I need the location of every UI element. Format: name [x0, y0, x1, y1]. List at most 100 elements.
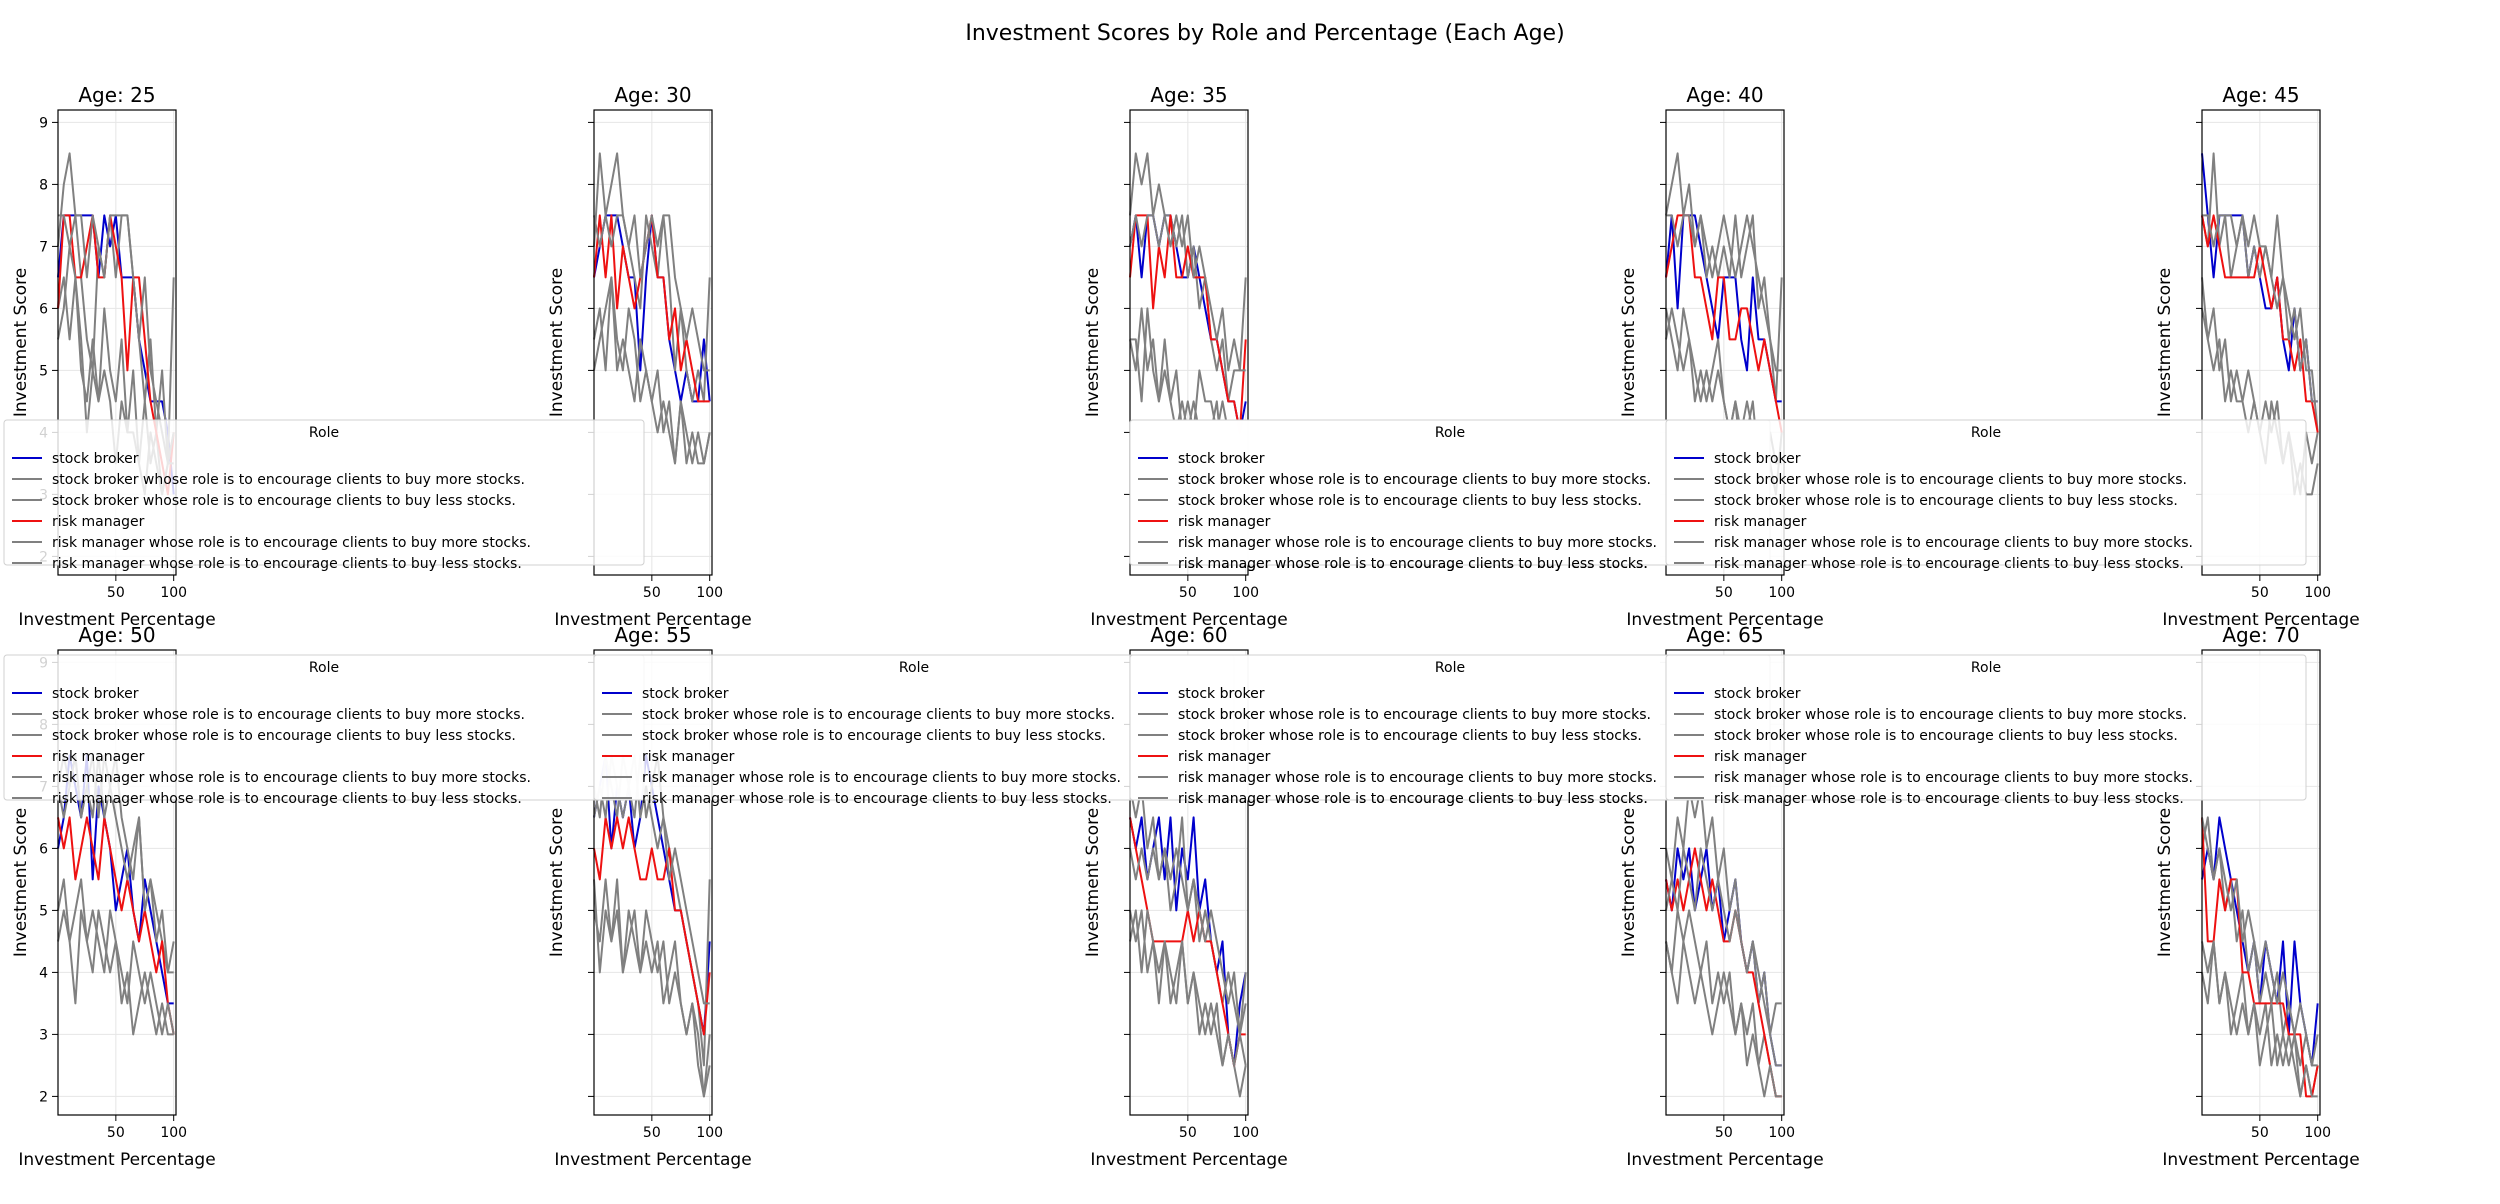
series-line [2201, 152, 2319, 433]
x-tick-label: 100 [160, 585, 187, 601]
x-tick-label: 100 [1768, 1125, 1795, 1141]
series-line [593, 816, 711, 1036]
x-tick-label: 100 [696, 1125, 723, 1141]
legend-box: Role stock broker stock broker whose role … [1129, 654, 1771, 807]
subplot-panel: 50 100 Age: 40 Investment Percentage Investm… [1619, 83, 1824, 630]
x-tick-label: 50 [107, 585, 125, 601]
x-tick-label: 50 [1179, 585, 1197, 601]
legend-entry-label: stock broker whose role is to encourage … [52, 728, 516, 744]
x-tick-label: 50 [107, 1125, 125, 1141]
legend-entry-label: risk manager whose role is to encourage … [52, 770, 531, 786]
y-axis-label: Investment Score [1083, 268, 1103, 417]
x-tick-label: 100 [696, 585, 723, 601]
series-line [57, 878, 175, 1036]
legend-title: Role [1435, 425, 1465, 441]
legend-frame [3, 419, 645, 566]
y-tick-label: 4 [39, 965, 48, 981]
series-line [1665, 847, 1782, 1098]
y-tick-label: 3 [39, 1027, 48, 1043]
series-line [593, 214, 710, 372]
x-tick-label: 100 [1768, 585, 1795, 601]
legend-box: Role stock broker stock broker whose role … [1665, 654, 2307, 807]
legend-title: Role [899, 660, 929, 676]
legend-entry-label: stock broker [52, 686, 139, 702]
x-tick-label: 100 [2304, 585, 2331, 601]
series-line [1665, 152, 1783, 403]
subplot-panel: 50 100 Age: 70 Investment Percentage Investm… [2155, 623, 2360, 1170]
legend-title: Role [1435, 660, 1465, 676]
subplot-panel: 50 100 Age: 35 Investment Percentage Investm… [1083, 83, 1288, 630]
legend-entry-label: risk manager whose role is to encourage … [1714, 535, 2193, 551]
subplot-title: Age: 50 [78, 623, 155, 647]
subplot-title: Age: 30 [614, 83, 691, 107]
legend-entry-label: stock broker whose role is to encourage … [52, 493, 516, 509]
plot-frame [1129, 649, 1249, 1116]
y-tick-label: 5 [39, 363, 48, 379]
y-tick-label: 6 [39, 841, 48, 857]
series-line [593, 152, 711, 403]
legend-entry-label: stock broker [52, 451, 139, 467]
legend-entry-label: stock broker whose role is to encourage … [52, 472, 525, 488]
y-axis-label: Investment Score [2155, 268, 2175, 417]
x-tick-label: 50 [643, 585, 661, 601]
plot-frame [593, 649, 713, 1116]
legend-entry-label: risk manager [642, 749, 735, 765]
x-tick-label: 100 [1232, 1125, 1259, 1141]
legend-title: Role [1971, 425, 2001, 441]
x-axis-label: Investment Percentage [18, 1150, 215, 1170]
legend-entry-label: risk manager [1714, 514, 1807, 530]
y-tick-label: 5 [39, 903, 48, 919]
legend-entry-label: risk manager whose role is to encourage … [1178, 770, 1657, 786]
legend-entry-label: stock broker [642, 686, 729, 702]
legend-entry-label: stock broker whose role is to encourage … [1714, 728, 2178, 744]
legend-entry-label: risk manager whose role is to encourage … [1178, 791, 1648, 807]
series-line [1666, 214, 1782, 372]
legend-entry-label: stock broker whose role is to encourage … [1178, 472, 1651, 488]
legend-entry-label: risk manager [52, 514, 145, 530]
series-line [2201, 940, 2318, 1098]
series-line [57, 152, 175, 465]
series-line [1129, 214, 1247, 434]
subplot-title: Age: 40 [1686, 83, 1763, 107]
legend-box: Role stock broker stock broker whose role … [593, 654, 1235, 807]
legend-entry-label: risk manager [1714, 749, 1807, 765]
x-axis-label: Investment Percentage [1626, 1150, 1823, 1170]
series-line [1129, 909, 1247, 1067]
legend-box: Role stock broker stock broker whose role … [3, 654, 645, 807]
y-axis-label: Investment Score [2155, 808, 2175, 957]
legend-entry-label: stock broker [1714, 686, 1801, 702]
legend-title: Role [309, 425, 339, 441]
legend-entry-label: risk manager whose role is to encourage … [1178, 556, 1648, 572]
plot-frame [57, 649, 177, 1116]
x-axis-label: Investment Percentage [554, 610, 751, 630]
x-axis-label: Investment Percentage [1090, 1150, 1287, 1170]
legend-frame [1665, 654, 2307, 801]
y-axis-label: Investment Score [547, 268, 567, 417]
plot-frame [2201, 649, 2321, 1116]
legend-entry-label: risk manager [1178, 749, 1271, 765]
x-tick-label: 50 [643, 1125, 661, 1141]
series-line [58, 214, 175, 465]
plot-frame [593, 109, 713, 576]
series-line [1665, 847, 1782, 1036]
x-tick-label: 50 [2251, 1125, 2269, 1141]
legend-entry-label: stock broker whose role is to encourage … [642, 728, 1106, 744]
figure-title: Investment Scores by Role and Percentage… [965, 21, 1564, 46]
legend-entry-label: risk manager whose role is to encourage … [642, 791, 1112, 807]
legend-entry-label: stock broker whose role is to encourage … [642, 707, 1115, 723]
plot-frame [2201, 109, 2321, 576]
x-axis-label: Investment Percentage [2162, 1150, 2359, 1170]
series-line [2201, 817, 2318, 1067]
series-line [1129, 152, 1247, 403]
series-line [1665, 940, 1782, 1098]
y-axis-label: Investment Score [547, 808, 567, 957]
plot-frame [1129, 109, 1249, 576]
subplot-title: Age: 25 [78, 83, 155, 107]
x-tick-label: 100 [160, 1125, 187, 1141]
legend-entry-label: stock broker whose role is to encourage … [1714, 472, 2187, 488]
x-axis-label: Investment Percentage [1626, 610, 1823, 630]
legend-entry-label: risk manager whose role is to encourage … [1178, 535, 1657, 551]
series-line [1129, 214, 1246, 372]
y-axis-label: Investment Score [1083, 808, 1103, 957]
